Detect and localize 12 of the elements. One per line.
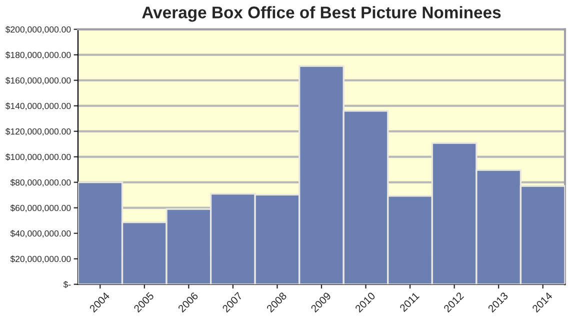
y-tick-label: $100,000,000.00 bbox=[5, 153, 71, 162]
y-tick-label: $20,000,000.00 bbox=[10, 255, 71, 264]
chart-title: Average Box Office of Best Picture Nominees bbox=[142, 6, 501, 22]
y-tick-label: $- bbox=[63, 280, 71, 288]
y-tick-label: $120,000,000.00 bbox=[5, 128, 71, 136]
y-tick-label: $160,000,000.00 bbox=[5, 76, 71, 85]
y-tick-label: $80,000,000.00 bbox=[10, 178, 71, 187]
y-tick-label: $200,000,000.00 bbox=[5, 26, 71, 34]
y-tick-label: $60,000,000.00 bbox=[10, 204, 71, 212]
y-tick-label: $40,000,000.00 bbox=[10, 230, 71, 238]
y-tick-label: $180,000,000.00 bbox=[5, 51, 71, 60]
y-tick-label: $140,000,000.00 bbox=[5, 102, 71, 110]
